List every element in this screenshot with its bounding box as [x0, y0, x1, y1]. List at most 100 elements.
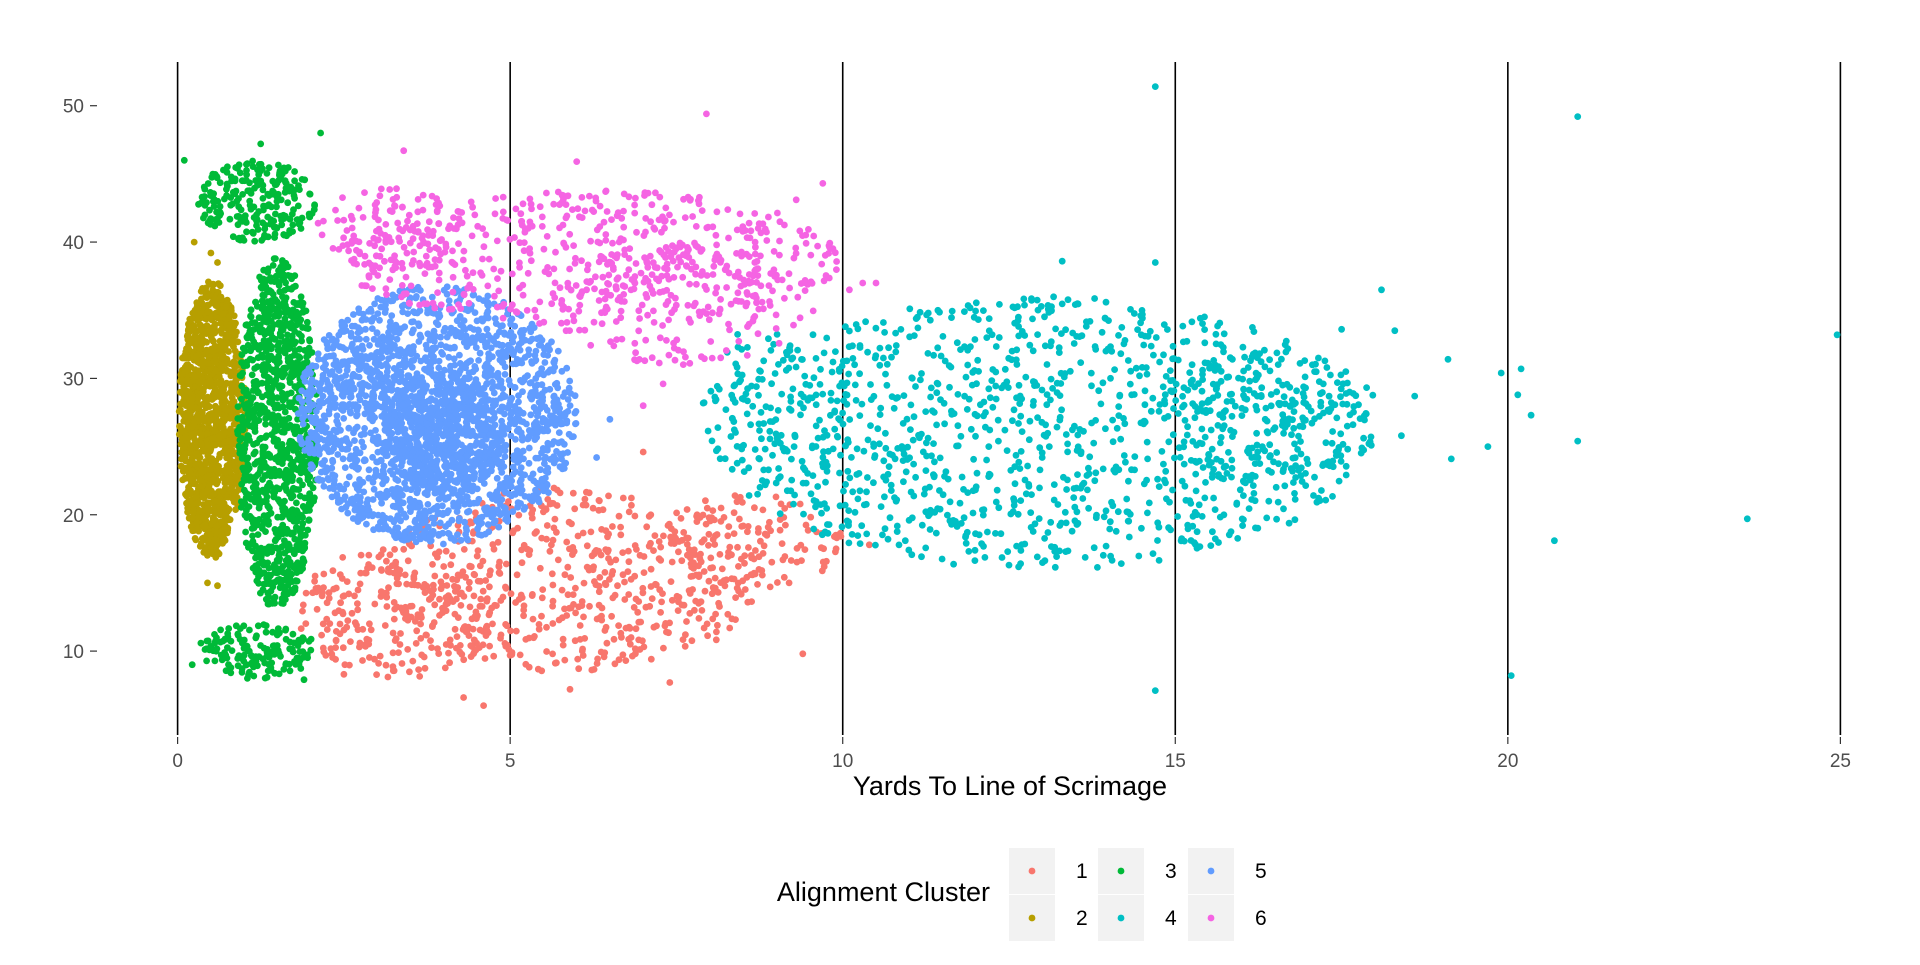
point-series-3: [236, 450, 243, 457]
point-series-1: [383, 558, 390, 565]
point-series-2: [230, 343, 237, 350]
point-series-4: [985, 385, 992, 392]
point-series-4: [851, 361, 858, 368]
point-series-3: [213, 648, 220, 655]
point-series-4: [1299, 414, 1306, 421]
point-series-3: [189, 661, 196, 668]
point-series-1: [462, 574, 469, 581]
point-series-2: [217, 282, 224, 289]
point-series-4: [1256, 460, 1263, 467]
point-series-4: [848, 454, 855, 461]
point-series-1: [337, 599, 344, 606]
point-series-4: [978, 540, 985, 547]
point-series-4: [816, 417, 823, 424]
point-series-3: [292, 339, 299, 346]
point-series-4: [755, 455, 762, 462]
point-series-4: [1100, 552, 1107, 559]
point-series-1: [866, 541, 873, 548]
point-series-3: [253, 578, 260, 585]
point-series-4: [1283, 338, 1290, 345]
point-series-2: [211, 392, 218, 399]
point-series-4: [1207, 542, 1214, 549]
point-series-4: [1278, 356, 1285, 363]
point-series-3: [257, 178, 264, 185]
point-series-4: [756, 427, 763, 434]
point-series-1: [551, 485, 558, 492]
point-series-1: [572, 610, 579, 617]
point-series-4: [1265, 467, 1272, 474]
point-series-4: [1289, 416, 1296, 423]
point-series-4: [1154, 537, 1161, 544]
point-series-1: [429, 592, 436, 599]
point-series-3: [276, 288, 283, 295]
point-series-4: [760, 357, 767, 364]
point-series-1: [422, 665, 429, 672]
point-series-1: [590, 566, 597, 573]
point-series-4: [1115, 403, 1122, 410]
point-series-4: [1021, 332, 1028, 339]
point-series-4: [1058, 330, 1065, 337]
point-series-4: [948, 314, 955, 321]
point-series-4: [1149, 395, 1156, 402]
point-series-4: [893, 342, 900, 349]
point-series-4: [1056, 349, 1063, 356]
point-series-3: [280, 508, 287, 515]
point-series-3: [276, 170, 283, 177]
point-series-3: [258, 407, 265, 414]
point-series-3: [287, 422, 294, 429]
point-series-4: [993, 343, 1000, 350]
point-series-4: [983, 334, 990, 341]
point-series-2: [210, 517, 217, 524]
point-series-4: [1214, 323, 1221, 330]
point-series-4: [907, 426, 914, 433]
point-series-4: [1117, 436, 1124, 443]
point-series-3: [246, 627, 253, 634]
point-series-1: [675, 548, 682, 555]
point-series-4: [1234, 535, 1241, 542]
point-series-1: [579, 646, 586, 653]
point-series-4: [882, 525, 889, 532]
point-series-4: [974, 357, 981, 364]
point-series-4: [831, 408, 838, 415]
point-series-3: [286, 375, 293, 382]
point-series-3: [297, 665, 304, 672]
point-series-4: [768, 347, 775, 354]
point-series-3: [317, 130, 324, 137]
point-series-4: [864, 349, 871, 356]
point-series-3: [268, 218, 275, 225]
point-series-4: [1092, 469, 1099, 476]
point-series-3: [265, 201, 272, 208]
point-series-4: [1013, 394, 1020, 401]
point-series-3: [260, 519, 267, 526]
point-series-4: [1291, 490, 1298, 497]
point-series-4: [933, 389, 940, 396]
point-series-1: [701, 568, 708, 575]
point-series-1: [668, 525, 675, 532]
point-series-4: [1125, 478, 1132, 485]
point-series-4: [1221, 422, 1228, 429]
point-series-4: [877, 345, 884, 352]
point-series-4: [1191, 384, 1198, 391]
point-series-1: [689, 573, 696, 580]
point-series-1: [471, 593, 478, 600]
point-series-2: [184, 377, 191, 384]
point-series-4: [864, 474, 871, 481]
point-series-1: [399, 660, 406, 667]
point-series-4: [762, 446, 769, 453]
point-series-3: [279, 471, 286, 478]
point-series-1: [605, 531, 612, 538]
point-series-1: [617, 524, 624, 531]
point-series-1: [349, 610, 356, 617]
point-series-1: [646, 543, 653, 550]
point-series-2: [207, 466, 214, 473]
point-series-1: [608, 613, 615, 620]
point-series-4: [1033, 382, 1040, 389]
point-series-1: [600, 506, 607, 513]
point-series-1: [712, 575, 719, 582]
point-series-3: [262, 489, 269, 496]
point-series-4: [867, 381, 874, 388]
point-series-1: [406, 668, 413, 675]
point-series-4: [1090, 440, 1097, 447]
point-series-4: [1077, 359, 1084, 366]
point-series-4: [1170, 405, 1177, 412]
